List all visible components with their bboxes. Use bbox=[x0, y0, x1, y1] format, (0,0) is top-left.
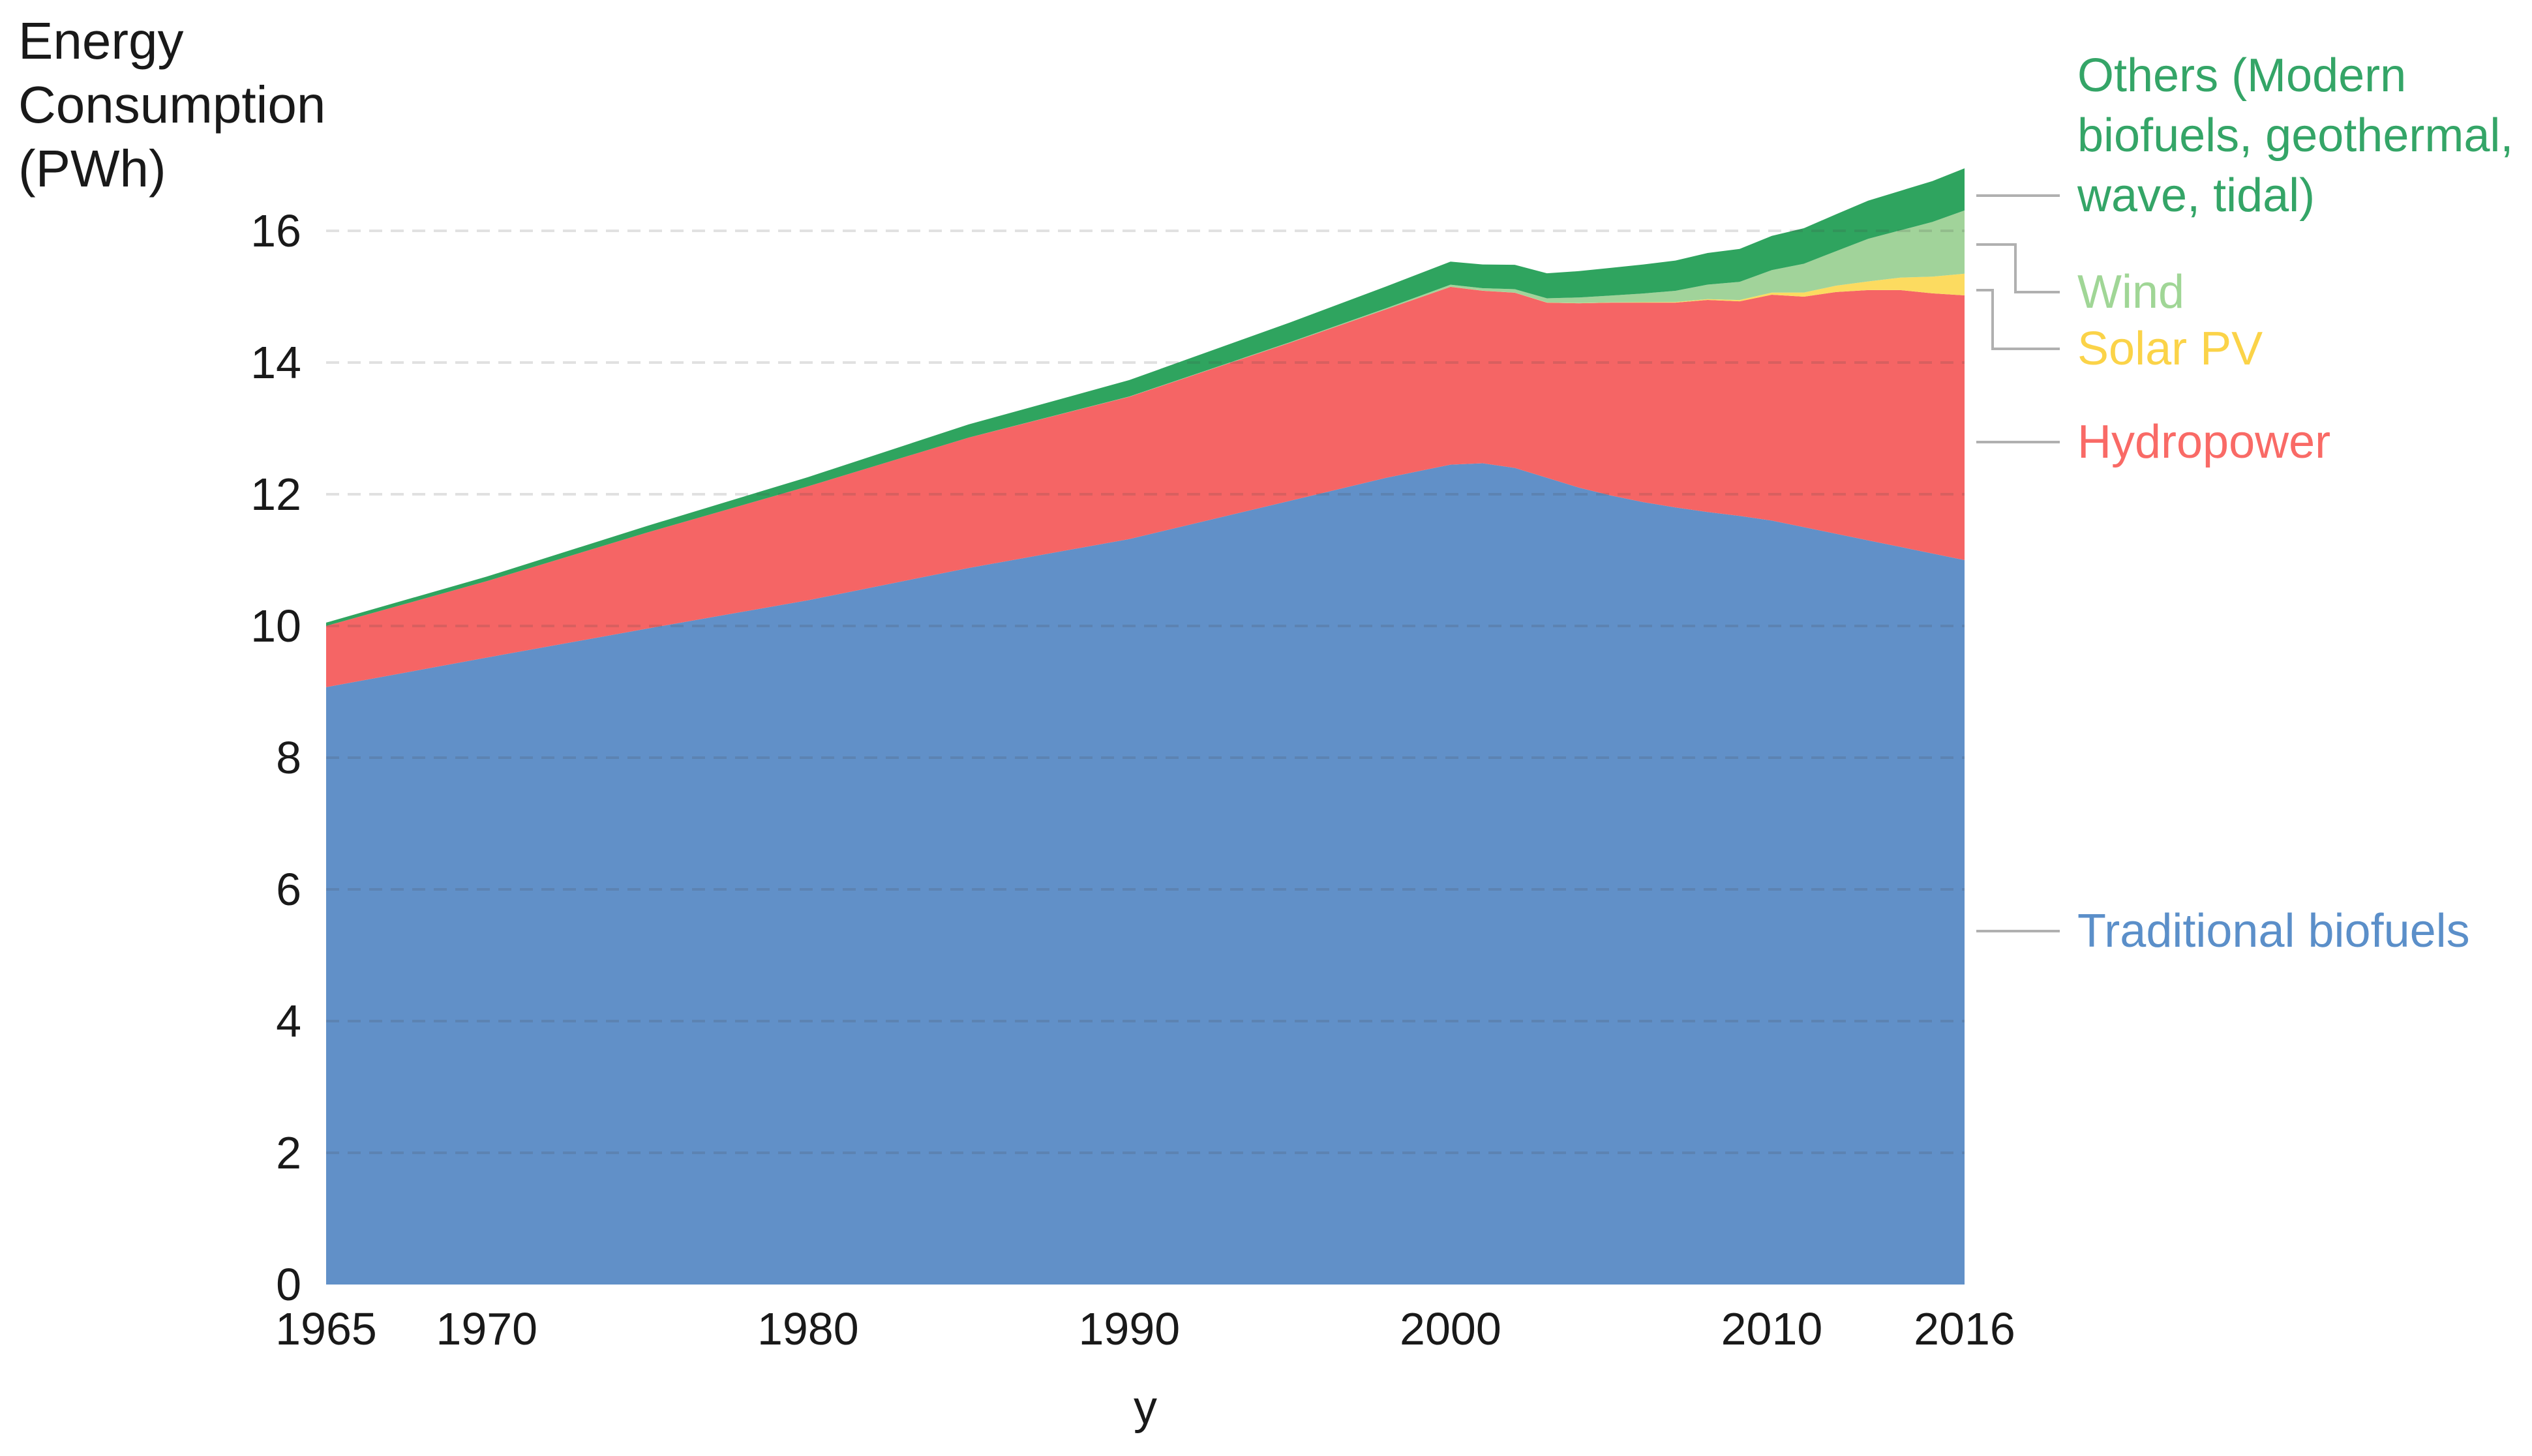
area-hydropower bbox=[326, 286, 1965, 687]
area-traditional-biofuels bbox=[326, 463, 1965, 1285]
x-tick-label-1980: 1980 bbox=[757, 1303, 859, 1354]
y-axis-title: Energy Consumption (PWh) bbox=[18, 9, 325, 201]
y-tick-label-0: 0 bbox=[276, 1259, 301, 1310]
legend-entry-wind: Wind bbox=[2077, 262, 2184, 322]
legend-label-wind: Wind bbox=[2077, 266, 2185, 318]
legend-label-solar-pv: Solar PV bbox=[2077, 323, 2263, 375]
x-tick-label-2000: 2000 bbox=[1400, 1303, 1501, 1354]
legend-entry-hydropower: Hydropower bbox=[2077, 412, 2330, 472]
y-axis-title-line-3: (PWh) bbox=[18, 140, 166, 198]
x-tick-label-2010: 2010 bbox=[1721, 1303, 1823, 1354]
legend-entry-solar-pv: Solar PV bbox=[2077, 319, 2263, 379]
legend-label-others-line-1: Others (Modern bbox=[2077, 50, 2407, 102]
gridlines bbox=[326, 230, 1965, 1154]
y-tick-label-14: 14 bbox=[250, 337, 301, 388]
legend-connector-lines bbox=[1976, 194, 2060, 932]
legend-label-others-line-3: wave, tidal) bbox=[2077, 170, 2315, 222]
x-axis-title: y bbox=[1134, 1382, 1157, 1434]
x-tick-label-1990: 1990 bbox=[1078, 1303, 1181, 1354]
legend-entry-others: Others (Modern biofuels, geothermal, wav… bbox=[2077, 46, 2513, 226]
y-tick-label-12: 12 bbox=[250, 469, 301, 520]
connector-wind bbox=[1976, 243, 2060, 293]
y-tick-label-4: 4 bbox=[276, 996, 301, 1047]
legend-label-others-line-2: biofuels, geothermal, bbox=[2077, 110, 2514, 162]
y-tick-label-16: 16 bbox=[250, 205, 301, 256]
connector-solar-pv bbox=[1976, 289, 2060, 350]
x-tick-label-2016: 2016 bbox=[1914, 1303, 2015, 1354]
area-others-modern-biofuels-geothermal-wave-tidal bbox=[326, 168, 1965, 627]
x-tick-label-1970: 1970 bbox=[436, 1303, 538, 1354]
stacked-areas bbox=[326, 168, 1965, 1285]
y-axis-title-line-1: Energy bbox=[18, 12, 184, 70]
legend-label-traditional-biofuels: Traditional biofuels bbox=[2077, 905, 2470, 957]
legend-label-hydropower: Hydropower bbox=[2077, 416, 2331, 468]
y-tick-label-6: 6 bbox=[276, 864, 301, 915]
y-tick-label-2: 2 bbox=[276, 1127, 301, 1178]
y-tick-label-8: 8 bbox=[276, 732, 301, 783]
legend-entry-traditional-biofuels: Traditional biofuels bbox=[2077, 901, 2470, 961]
x-tick-label-1965: 1965 bbox=[275, 1303, 377, 1354]
y-axis-title-line-2: Consumption bbox=[18, 76, 326, 134]
y-tick-label-10: 10 bbox=[250, 601, 301, 651]
